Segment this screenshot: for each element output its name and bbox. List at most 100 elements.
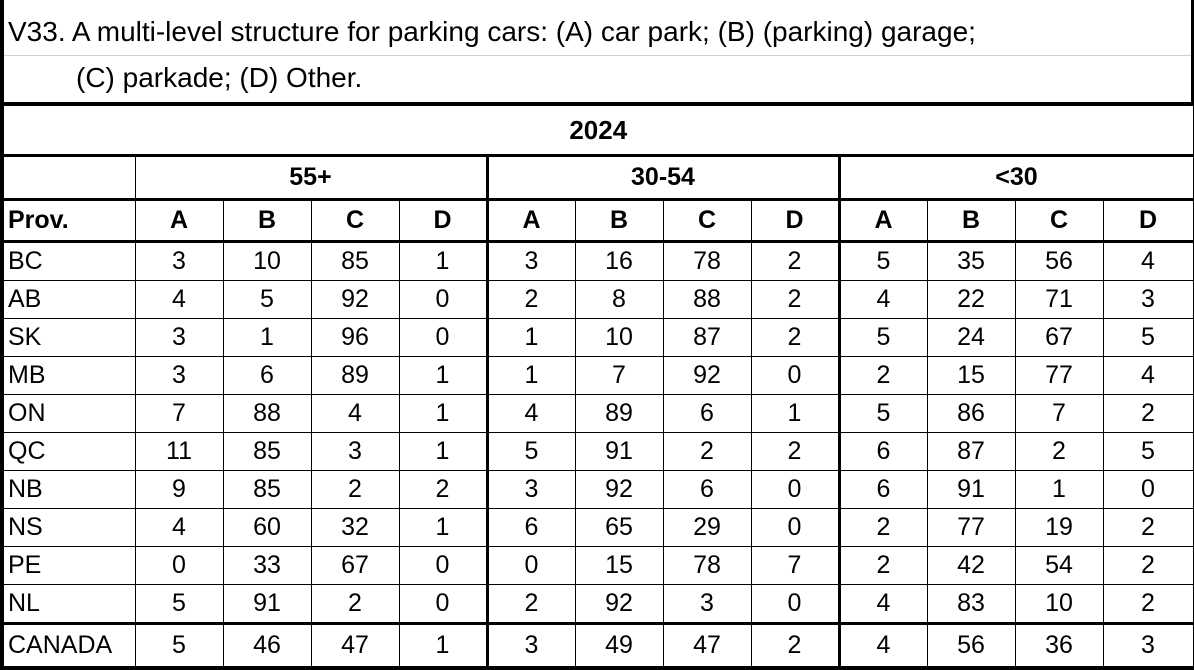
value-cell: 4	[134, 280, 224, 319]
value-cell: 10	[222, 241, 312, 281]
value-cell: 2	[310, 470, 400, 509]
value-cell: 5	[134, 622, 224, 670]
value-cell: 2	[837, 356, 928, 395]
value-cell: 32	[310, 508, 400, 547]
value-cell: 77	[926, 508, 1016, 547]
table-row: QC 11 85 3 1 5 91 2 2 6 87 2 5	[0, 432, 1194, 471]
province-label: QC	[0, 432, 136, 471]
table-row: BC 3 10 85 1 3 16 78 2 5 35 56 4	[0, 241, 1194, 281]
value-cell: 0	[750, 584, 840, 624]
value-cell: 88	[222, 394, 312, 433]
value-cell: 6	[222, 356, 312, 395]
value-cell: 1	[398, 432, 488, 471]
table-row: MB 3 6 89 1 1 7 92 0 2 15 77 4	[0, 356, 1194, 395]
group-header-under30: <30	[837, 155, 1194, 201]
value-cell: 11	[134, 432, 224, 471]
value-cell: 0	[750, 508, 840, 547]
value-cell: 78	[662, 241, 752, 281]
value-cell: 42	[926, 546, 1016, 585]
value-cell: 36	[1014, 622, 1104, 670]
value-cell: 2	[1102, 394, 1194, 433]
total-row: CANADA 5 46 47 1 3 49 47 2 4 56 36 3	[0, 622, 1194, 670]
table-row: NS 4 60 32 1 6 65 29 0 2 77 19 2	[0, 508, 1194, 547]
value-cell: 3	[485, 470, 576, 509]
value-cell: 1	[222, 318, 312, 357]
value-cell: 0	[134, 546, 224, 585]
value-cell: 2	[485, 584, 576, 624]
value-cell: 1	[750, 394, 840, 433]
title-line-1: V33. A multi-level structure for parking…	[8, 16, 976, 47]
value-cell: 5	[1102, 318, 1194, 357]
group-header-30-54: 30-54	[485, 155, 840, 201]
value-cell: 3	[662, 584, 752, 624]
value-cell: 0	[750, 470, 840, 509]
answer-column-header: D	[398, 199, 488, 243]
answer-column-header: A	[837, 199, 928, 243]
value-cell: 5	[837, 318, 928, 357]
question-title: V33. A multi-level structure for parking…	[0, 0, 1194, 102]
value-cell: 60	[222, 508, 312, 547]
value-cell: 77	[1014, 356, 1104, 395]
answer-column-header: C	[310, 199, 400, 243]
value-cell: 2	[750, 318, 840, 357]
value-cell: 7	[750, 546, 840, 585]
province-label: BC	[0, 241, 136, 281]
province-label: AB	[0, 280, 136, 319]
value-cell: 0	[398, 584, 488, 624]
value-cell: 33	[222, 546, 312, 585]
value-cell: 2	[750, 622, 840, 670]
value-cell: 6	[662, 470, 752, 509]
prov-column-header: Prov.	[0, 199, 136, 243]
value-cell: 56	[926, 622, 1016, 670]
value-cell: 3	[485, 622, 576, 670]
value-cell: 4	[837, 622, 928, 670]
value-cell: 0	[750, 356, 840, 395]
answer-column-header: C	[662, 199, 752, 243]
answer-column-header: A	[134, 199, 224, 243]
value-cell: 92	[662, 356, 752, 395]
answer-column-header: A	[485, 199, 576, 243]
value-cell: 89	[310, 356, 400, 395]
value-cell: 71	[1014, 280, 1104, 319]
value-cell: 6	[837, 432, 928, 471]
value-cell: 7	[1014, 394, 1104, 433]
value-cell: 6	[662, 394, 752, 433]
value-cell: 87	[926, 432, 1016, 471]
group-header-55plus: 55+	[134, 155, 488, 201]
value-cell: 47	[662, 622, 752, 670]
value-cell: 65	[574, 508, 664, 547]
value-cell: 10	[574, 318, 664, 357]
value-cell: 78	[662, 546, 752, 585]
value-cell: 10	[1014, 584, 1104, 624]
value-cell: 88	[662, 280, 752, 319]
table-row: PE 0 33 67 0 0 15 78 7 2 42 54 2	[0, 546, 1194, 585]
value-cell: 83	[926, 584, 1016, 624]
value-cell: 2	[750, 280, 840, 319]
answer-column-header: D	[750, 199, 840, 243]
value-cell: 85	[222, 470, 312, 509]
value-cell: 86	[926, 394, 1016, 433]
value-cell: 15	[926, 356, 1016, 395]
value-cell: 1	[398, 241, 488, 281]
value-cell: 4	[1102, 241, 1194, 281]
value-cell: 19	[1014, 508, 1104, 547]
year-header: 2024	[0, 102, 1194, 157]
province-label: NS	[0, 508, 136, 547]
value-cell: 4	[134, 508, 224, 547]
answer-column-header: D	[1102, 199, 1194, 243]
value-cell: 3	[134, 241, 224, 281]
value-cell: 56	[1014, 241, 1104, 281]
value-cell: 67	[310, 546, 400, 585]
value-cell: 2	[398, 470, 488, 509]
value-cell: 67	[1014, 318, 1104, 357]
province-label: ON	[0, 394, 136, 433]
value-cell: 4	[310, 394, 400, 433]
value-cell: 24	[926, 318, 1016, 357]
value-cell: 6	[485, 508, 576, 547]
value-cell: 2	[485, 280, 576, 319]
table-row: NB 9 85 2 2 3 92 6 0 6 91 1 0	[0, 470, 1194, 509]
value-cell: 4	[837, 280, 928, 319]
value-cell: 47	[310, 622, 400, 670]
value-cell: 2	[837, 546, 928, 585]
